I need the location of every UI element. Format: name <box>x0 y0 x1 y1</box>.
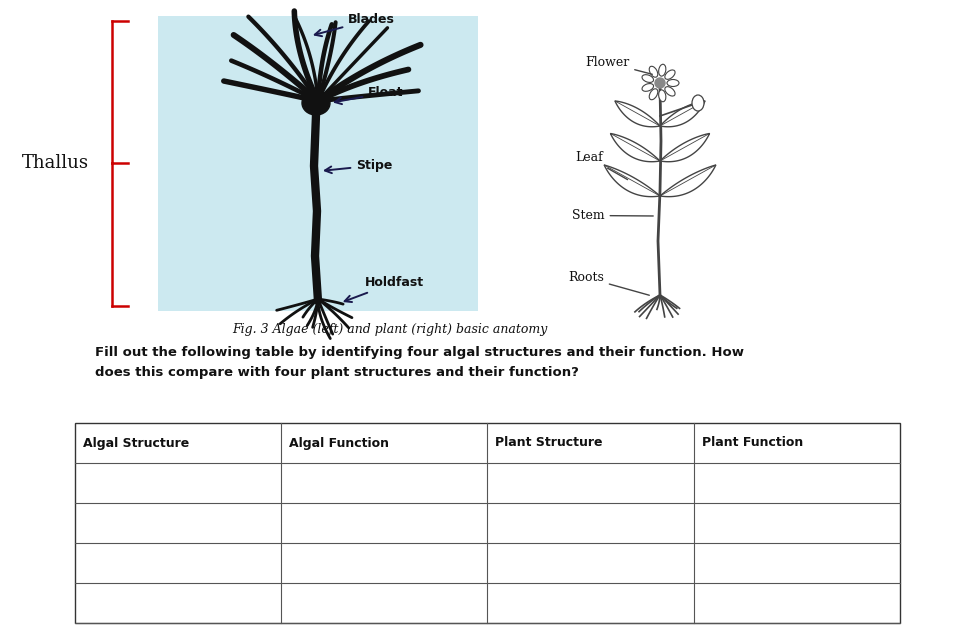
Ellipse shape <box>666 80 678 86</box>
Text: Blades: Blades <box>314 13 394 36</box>
Polygon shape <box>659 134 709 162</box>
Text: Stem: Stem <box>572 209 653 222</box>
Text: Algal Function: Algal Function <box>289 437 389 449</box>
Text: Plant Structure: Plant Structure <box>495 437 603 449</box>
Ellipse shape <box>658 64 665 76</box>
Text: Holdfast: Holdfast <box>344 276 424 302</box>
Text: Thallus: Thallus <box>22 154 89 172</box>
Polygon shape <box>604 165 659 197</box>
Ellipse shape <box>691 95 703 111</box>
Text: Fill out the following table by identifying four algal structures and their func: Fill out the following table by identify… <box>95 346 743 379</box>
Text: Float: Float <box>334 86 403 104</box>
Ellipse shape <box>649 89 657 100</box>
Text: Flower: Flower <box>584 56 652 74</box>
Polygon shape <box>614 101 659 127</box>
Ellipse shape <box>649 66 657 77</box>
Ellipse shape <box>641 83 653 91</box>
Ellipse shape <box>664 86 675 96</box>
Ellipse shape <box>664 70 675 80</box>
Ellipse shape <box>641 74 653 83</box>
Text: Algal Structure: Algal Structure <box>83 437 189 449</box>
Bar <box>75 423 899 623</box>
Ellipse shape <box>302 91 330 115</box>
Circle shape <box>654 78 664 88</box>
Text: Leaf: Leaf <box>575 151 627 180</box>
Text: Fig. 3 Algae (left) and plant (right) basic anatomy: Fig. 3 Algae (left) and plant (right) ba… <box>232 323 547 336</box>
Bar <box>158 16 478 311</box>
Polygon shape <box>610 134 659 162</box>
Text: Stipe: Stipe <box>325 159 392 173</box>
Text: Roots: Roots <box>567 271 649 295</box>
Polygon shape <box>659 165 715 197</box>
Text: Plant Function: Plant Function <box>701 437 802 449</box>
Ellipse shape <box>658 90 665 102</box>
Polygon shape <box>659 101 704 127</box>
